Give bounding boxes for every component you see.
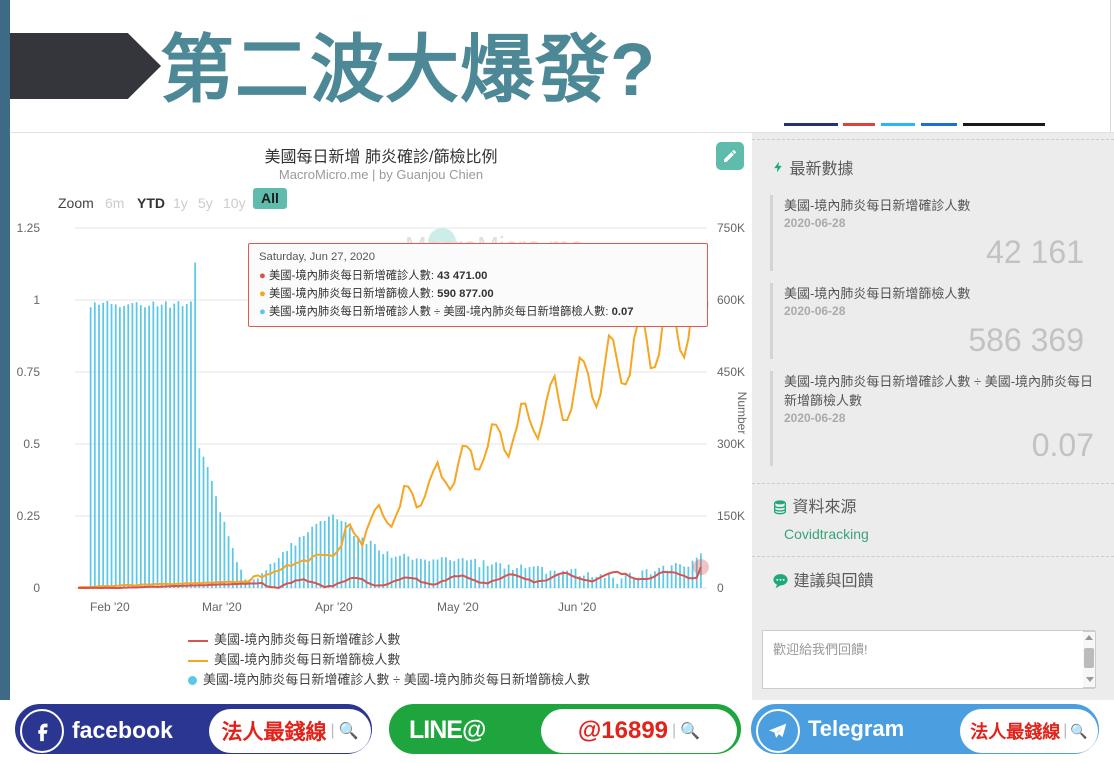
svg-text:0.5: 0.5 bbox=[23, 437, 40, 451]
svg-text:Mar '20: Mar '20 bbox=[202, 600, 242, 614]
svg-text:750K: 750K bbox=[717, 223, 745, 235]
svg-text:Jun '20: Jun '20 bbox=[558, 600, 597, 614]
svg-text:450K: 450K bbox=[717, 365, 745, 379]
svg-text:0.75: 0.75 bbox=[17, 365, 41, 379]
svg-text:0: 0 bbox=[717, 581, 724, 595]
svg-text:Number: Number bbox=[735, 392, 749, 435]
svg-text:1.25: 1.25 bbox=[17, 223, 41, 235]
svg-text:1: 1 bbox=[33, 293, 40, 307]
svg-text:600K: 600K bbox=[717, 293, 745, 307]
svg-text:May '20: May '20 bbox=[437, 600, 479, 614]
svg-text:Feb '20: Feb '20 bbox=[90, 600, 130, 614]
svg-text:300K: 300K bbox=[717, 437, 745, 451]
svg-text:0.25: 0.25 bbox=[17, 509, 41, 523]
svg-text:0: 0 bbox=[33, 581, 40, 595]
svg-text:Apr '20: Apr '20 bbox=[315, 600, 353, 614]
svg-text:150K: 150K bbox=[717, 509, 745, 523]
